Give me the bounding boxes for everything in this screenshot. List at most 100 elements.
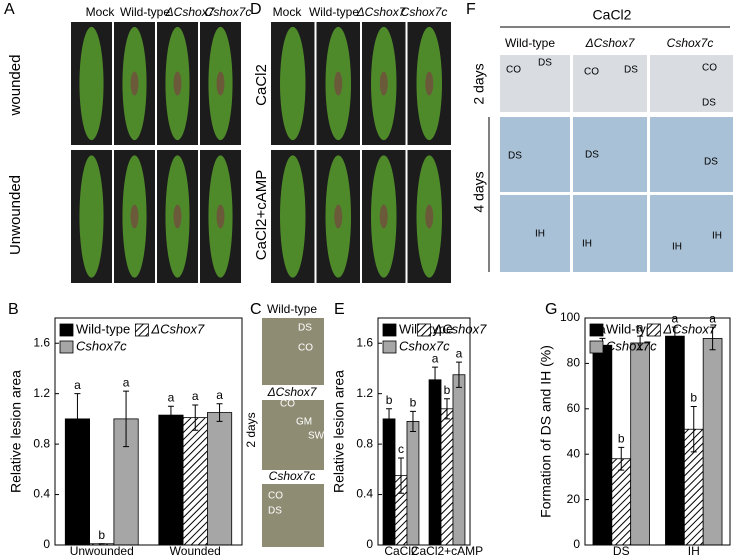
bar bbox=[592, 344, 613, 546]
legend-label: ΔCshox7 bbox=[433, 321, 488, 336]
plot-frame bbox=[584, 317, 731, 546]
row-label: 4 days bbox=[471, 171, 487, 212]
panel-label: F bbox=[466, 1, 476, 18]
y-tick-label: 20 bbox=[567, 492, 581, 506]
plot-frame bbox=[377, 317, 471, 546]
legend-swatch bbox=[589, 323, 604, 337]
lesion bbox=[173, 204, 182, 229]
micrograph bbox=[262, 400, 324, 470]
panel-label: G bbox=[545, 301, 557, 318]
error-bar bbox=[618, 446, 625, 471]
y-tick-label: 1.2 bbox=[33, 386, 50, 400]
lesion bbox=[379, 71, 388, 96]
error-bar bbox=[216, 403, 223, 422]
significance-letter: a bbox=[432, 351, 439, 365]
annotation: IH bbox=[582, 239, 592, 250]
annotation: CO bbox=[702, 63, 717, 74]
y-tick-label: 0 bbox=[366, 537, 373, 551]
micrograph bbox=[500, 195, 570, 272]
annotation: DS bbox=[704, 157, 718, 168]
micrograph bbox=[573, 117, 647, 192]
row-label: Cshox7c bbox=[269, 469, 316, 483]
column-label: Cshox7c bbox=[401, 5, 448, 19]
annotation: CO bbox=[280, 399, 295, 410]
column-label: Cshox7c bbox=[205, 5, 252, 19]
annotation: CO bbox=[506, 65, 521, 76]
legend-swatch bbox=[59, 340, 74, 354]
column-label: Wild-type bbox=[505, 36, 555, 50]
x-tick-label: CaCl2+cAMP bbox=[411, 544, 483, 557]
bar bbox=[702, 338, 723, 546]
x-tick-label: Unwounded bbox=[70, 544, 134, 557]
error-bar bbox=[432, 366, 439, 393]
significance-letter: b bbox=[444, 383, 451, 397]
micrograph bbox=[262, 484, 324, 547]
x-tick-label: IH bbox=[688, 544, 700, 557]
annotation: CO bbox=[268, 491, 283, 502]
error-bar bbox=[671, 326, 678, 346]
row-label: CaCl2+cAMP bbox=[253, 170, 270, 260]
micrograph bbox=[573, 55, 647, 112]
significance-letter: a bbox=[168, 390, 175, 404]
bar bbox=[182, 417, 208, 546]
x-tick-label: DS bbox=[613, 544, 630, 557]
y-tick-label: 0 bbox=[573, 537, 580, 551]
micrograph bbox=[650, 55, 733, 112]
panel-label: B bbox=[8, 301, 19, 318]
significance-letter: a bbox=[216, 388, 223, 402]
lesion bbox=[130, 204, 139, 229]
micrograph bbox=[500, 117, 570, 192]
legend-swatch bbox=[646, 323, 661, 337]
lesion bbox=[425, 204, 434, 229]
lesion bbox=[216, 71, 225, 96]
y-axis-label: Formation of DS and IH (%) bbox=[538, 345, 554, 518]
bar bbox=[611, 458, 632, 546]
y-axis-label: Relative lesion area bbox=[331, 370, 347, 493]
annotation: DS bbox=[585, 150, 599, 161]
annotation: CO bbox=[584, 67, 599, 78]
significance-letter: a bbox=[123, 375, 130, 389]
panel-label: C bbox=[250, 301, 262, 318]
annotation: DS bbox=[268, 506, 282, 517]
column-label: Wild-type bbox=[120, 5, 170, 19]
micrograph bbox=[650, 195, 733, 272]
error-bar bbox=[192, 404, 199, 431]
micrograph bbox=[650, 117, 733, 192]
significance-letter: b bbox=[410, 395, 417, 409]
row-label: Wild-type bbox=[267, 302, 317, 316]
error-bar bbox=[398, 457, 404, 494]
micrograph bbox=[573, 195, 647, 272]
error-bar bbox=[444, 398, 450, 420]
panel-label: A bbox=[4, 1, 15, 18]
y-tick-label: 0.4 bbox=[356, 487, 373, 501]
error-bar bbox=[123, 390, 130, 448]
legend-label: Wild-type bbox=[606, 321, 660, 336]
legend-label: ΔCshox7 bbox=[662, 321, 717, 336]
bar bbox=[428, 379, 442, 546]
pepper bbox=[280, 26, 306, 141]
significance-letter: b bbox=[386, 393, 393, 407]
bar bbox=[665, 335, 685, 546]
legend-swatch bbox=[59, 323, 74, 337]
x-tick-label: CaCl2 bbox=[384, 544, 418, 557]
y-axis-label: Relative lesion area bbox=[8, 370, 24, 493]
column-label: Wild-type bbox=[309, 5, 359, 19]
x-tick-label: Wounded bbox=[170, 544, 221, 557]
y-tick-label: 1.6 bbox=[356, 335, 373, 349]
legend-swatch bbox=[417, 323, 431, 337]
y-tick-label: 0.4 bbox=[33, 487, 50, 501]
lesion bbox=[425, 71, 434, 96]
significance-letter: b bbox=[98, 528, 105, 542]
annotation: DS bbox=[624, 65, 638, 76]
significance-letter: a bbox=[456, 346, 463, 360]
row-label: ΔCshox7 bbox=[267, 385, 318, 399]
panel-label: E bbox=[334, 301, 345, 318]
lesion bbox=[173, 71, 182, 96]
annotation: CO bbox=[298, 343, 313, 354]
legend-swatch bbox=[382, 323, 397, 337]
row-label: wounded bbox=[7, 55, 24, 117]
lesion bbox=[216, 204, 225, 229]
y-tick-label: 0.8 bbox=[33, 436, 50, 450]
error-bar bbox=[167, 405, 174, 425]
error-bar bbox=[709, 326, 716, 351]
